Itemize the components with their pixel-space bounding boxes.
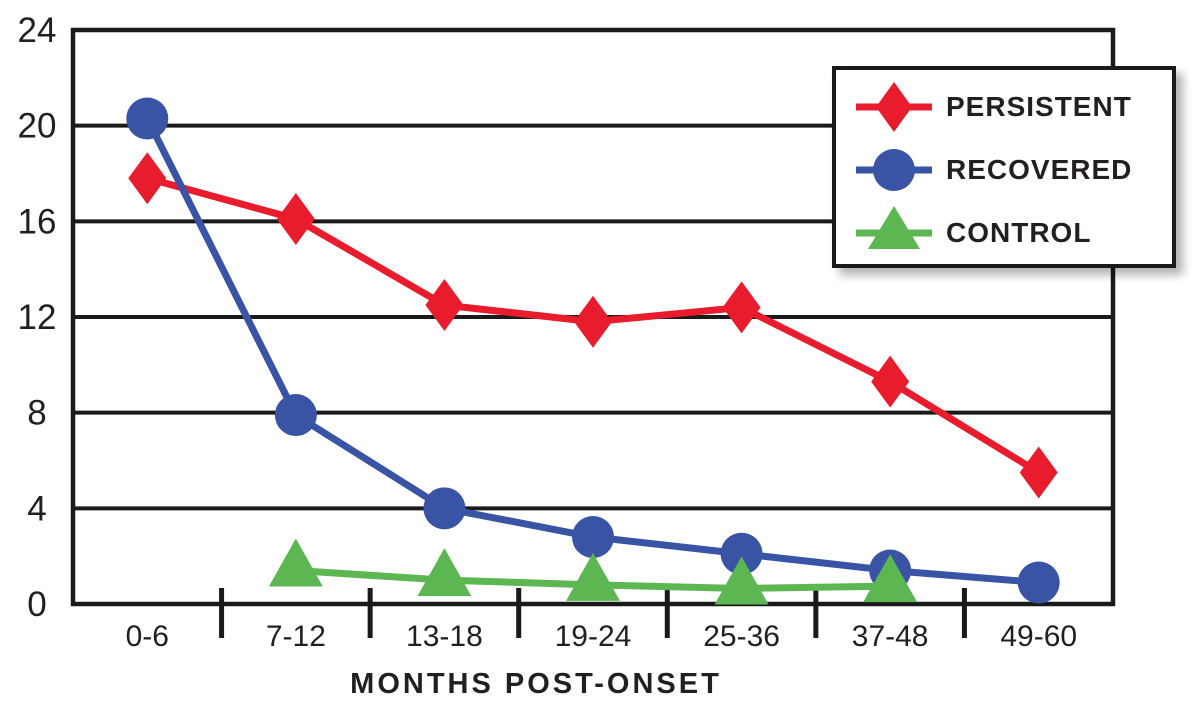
x-axis-labels: 0-6 7-12 13-18 19-24 25-36 37-48 49-60 xyxy=(126,620,1077,653)
legend-item-control: CONTROL xyxy=(852,203,1172,263)
circle-marker xyxy=(126,97,169,140)
x-category-label: 37-48 xyxy=(852,620,929,653)
diamond-marker xyxy=(425,279,464,332)
y-tick-label: 0 xyxy=(27,585,46,624)
legend-item-persistent: PERSISTENT xyxy=(852,77,1172,137)
y-tick-label: 8 xyxy=(27,394,46,433)
legend: PERSISTENT RECOVERED CONTROL xyxy=(832,66,1176,268)
series-control xyxy=(268,538,918,605)
diamond-marker xyxy=(871,355,910,408)
y-tick-label: 20 xyxy=(18,107,57,146)
legend-item-recovered: RECOVERED xyxy=(852,140,1172,200)
diamond-marker xyxy=(722,281,761,334)
triangle-marker xyxy=(863,554,918,603)
x-category-label: 0-6 xyxy=(126,620,169,653)
x-axis-title: MONTHS POST-ONSET xyxy=(350,668,722,700)
circle-icon xyxy=(856,148,932,191)
y-tick-label: 4 xyxy=(27,489,46,528)
triangle-icon xyxy=(856,205,932,249)
triangle-marker xyxy=(714,556,769,605)
diamond-marker xyxy=(574,295,612,348)
circle-marker xyxy=(423,487,466,530)
x-category-label: 19-24 xyxy=(555,620,632,653)
circle-marker xyxy=(274,394,317,437)
circle-marker xyxy=(1017,561,1060,604)
diamond-marker xyxy=(1019,446,1058,499)
x-category-label: 7-12 xyxy=(266,620,326,653)
series-persistent xyxy=(128,152,1058,499)
x-ticks xyxy=(219,588,967,638)
x-category-label: 25-36 xyxy=(703,620,780,653)
y-axis-labels: 0 4 8 12 16 20 24 xyxy=(18,11,57,624)
y-tick-label: 12 xyxy=(18,298,57,337)
triangle-marker xyxy=(566,552,620,601)
legend-label-persistent: PERSISTENT xyxy=(946,90,1132,122)
legend-label-control: CONTROL xyxy=(946,216,1092,248)
diamond-icon xyxy=(856,81,932,132)
triangle-marker xyxy=(417,548,472,597)
legend-label-recovered: RECOVERED xyxy=(946,153,1133,185)
x-category-label: 49-60 xyxy=(1000,620,1077,653)
circle-marker xyxy=(720,532,763,575)
circle-marker xyxy=(572,516,614,559)
x-category-label: 13-18 xyxy=(406,620,483,653)
triangle-marker xyxy=(268,538,323,587)
diamond-marker xyxy=(128,152,167,205)
y-tick-label: 24 xyxy=(18,11,57,50)
diamond-marker xyxy=(276,192,315,245)
plot-border xyxy=(70,27,1116,607)
y-tick-label: 16 xyxy=(18,202,57,241)
